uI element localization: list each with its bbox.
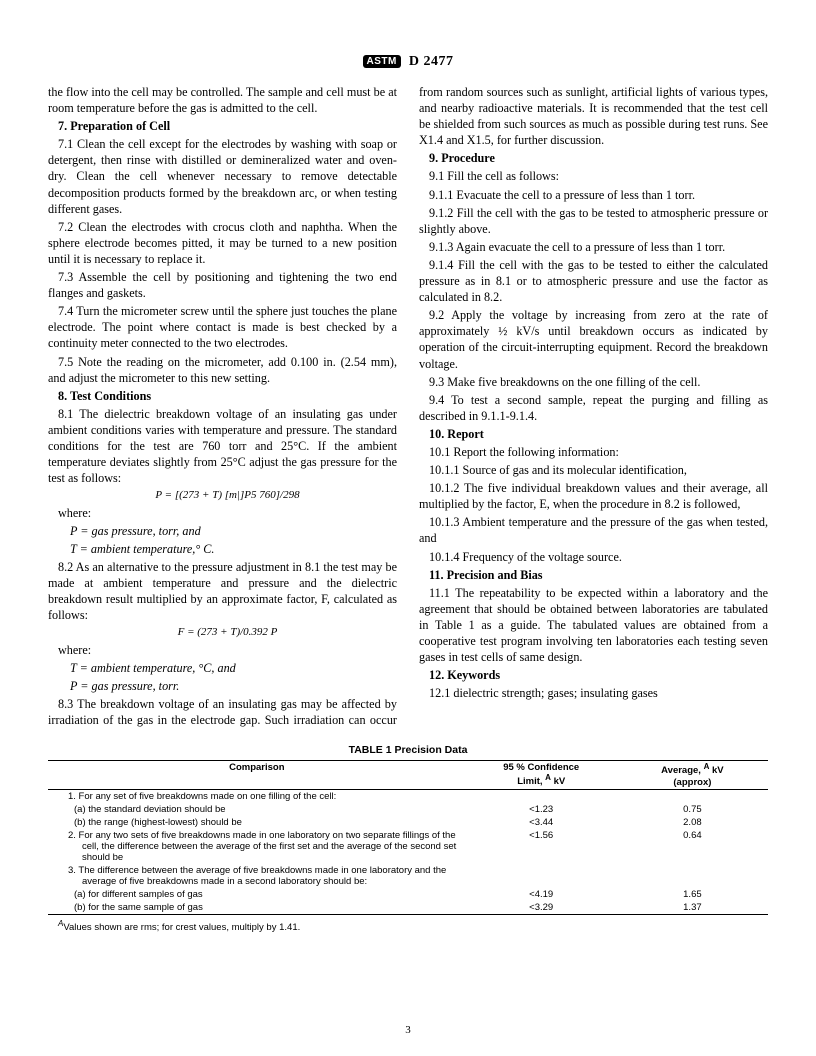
where-2: where:: [48, 642, 397, 658]
where-1: where:: [48, 505, 397, 521]
p-9-3: 9.3 Make five breakdowns on the one fill…: [419, 374, 768, 390]
p-10-1: 10.1 Report the following information:: [419, 444, 768, 460]
p-7-5: 7.5 Note the reading on the micrometer, …: [48, 354, 397, 386]
var-p1: P = gas pressure, torr, and: [48, 523, 397, 539]
page-number: 3: [0, 1024, 816, 1036]
table-row: (b) for the same sample of gas<3.291.37: [48, 901, 768, 915]
footnote-text: Values shown are rms; for crest values, …: [63, 922, 300, 933]
p-8-1: 8.1 The dielectric breakdown voltage of …: [48, 406, 397, 486]
page: ASTM D 2477 the flow into the cell may b…: [0, 0, 816, 1056]
th-conf-line2a: Limit,: [517, 777, 545, 788]
table-row: (b) the range (highest-lowest) should be…: [48, 816, 768, 829]
p-9-1: 9.1 Fill the cell as follows:: [419, 168, 768, 184]
cell-comparison: (b) the range (highest-lowest) should be: [48, 816, 466, 829]
p-8-2: 8.2 As an alternative to the pressure ad…: [48, 559, 397, 623]
var-p2: P = gas pressure, torr.: [48, 678, 397, 694]
th-confidence: 95 % Confidence Limit, A kV: [466, 761, 617, 789]
table-title: TABLE 1 Precision Data: [48, 744, 768, 756]
cell-confidence: <4.19: [466, 888, 617, 901]
p-9-1-4: 9.1.4 Fill the cell with the gas to be t…: [419, 257, 768, 305]
var-t1: T = ambient temperature,° C.: [48, 541, 397, 557]
equation-2: F = (273 + T)/0.392 P: [48, 625, 397, 640]
section-9-head: 9. Procedure: [419, 150, 768, 166]
cell-comparison: 2. For any two sets of five breakdowns m…: [48, 829, 466, 864]
table-row: (a) for different samples of gas<4.191.6…: [48, 888, 768, 901]
p-9-1-3: 9.1.3 Again evacuate the cell to a press…: [419, 239, 768, 255]
section-10-head: 10. Report: [419, 426, 768, 442]
p-9-1-2: 9.1.2 Fill the cell with the gas to be t…: [419, 205, 768, 237]
p-9-1-1: 9.1.1 Evacuate the cell to a pressure of…: [419, 187, 768, 203]
th-avg-line1a: Average,: [661, 766, 703, 777]
intro-continuation: the flow into the cell may be controlled…: [48, 84, 397, 116]
cell-average: 1.65: [617, 888, 768, 901]
th-comparison: Comparison: [48, 761, 466, 789]
p-12-1: 12.1 dielectric strength; gases; insulat…: [419, 685, 768, 701]
p-10-1-4: 10.1.4 Frequency of the voltage source.: [419, 549, 768, 565]
doc-header: ASTM D 2477: [48, 54, 768, 70]
cell-confidence: <3.29: [466, 901, 617, 915]
table-footnote: AValues shown are rms; for crest values,…: [48, 919, 768, 933]
cell-confidence: [466, 864, 617, 888]
p-7-3: 7.3 Assemble the cell by positioning and…: [48, 269, 397, 301]
cell-comparison: (a) the standard deviation should be: [48, 803, 466, 816]
p-9-4: 9.4 To test a second sample, repeat the …: [419, 392, 768, 424]
astm-logo: ASTM: [363, 55, 401, 68]
section-12-head: 12. Keywords: [419, 667, 768, 683]
table-row: 2. For any two sets of five breakdowns m…: [48, 829, 768, 864]
body-columns: the flow into the cell may be controlled…: [48, 84, 768, 728]
cell-comparison: (b) for the same sample of gas: [48, 901, 466, 915]
cell-comparison: 1. For any set of five breakdowns made o…: [48, 789, 466, 803]
cell-average: 1.37: [617, 901, 768, 915]
th-avg-line2: (approx): [673, 777, 711, 788]
cell-average: 0.75: [617, 803, 768, 816]
table-row: (a) the standard deviation should be<1.2…: [48, 803, 768, 816]
section-8-head: 8. Test Conditions: [48, 388, 397, 404]
th-conf-line2b: kV: [551, 777, 565, 788]
p-9-2: 9.2 Apply the voltage by increasing from…: [419, 307, 768, 371]
p-10-1-2: 10.1.2 The five individual breakdown val…: [419, 480, 768, 512]
p-10-1-3: 10.1.3 Ambient temperature and the press…: [419, 514, 768, 546]
section-7-head: 7. Preparation of Cell: [48, 118, 397, 134]
cell-confidence: [466, 789, 617, 803]
p-7-2: 7.2 Clean the electrodes with crocus clo…: [48, 219, 397, 267]
var-t2: T = ambient temperature, °C, and: [48, 660, 397, 676]
cell-average: 2.08: [617, 816, 768, 829]
cell-confidence: <1.23: [466, 803, 617, 816]
p-7-1: 7.1 Clean the cell except for the electr…: [48, 136, 397, 216]
cell-confidence: <1.56: [466, 829, 617, 864]
designation: D 2477: [409, 54, 454, 69]
table-row: 3. The difference between the average of…: [48, 864, 768, 888]
th-conf-line1: 95 % Confidence: [503, 762, 579, 773]
p-7-4: 7.4 Turn the micrometer screw until the …: [48, 303, 397, 351]
cell-comparison: 3. The difference between the average of…: [48, 864, 466, 888]
section-11-head: 11. Precision and Bias: [419, 567, 768, 583]
cell-average: [617, 789, 768, 803]
p-11-1: 11.1 The repeatability to be expected wi…: [419, 585, 768, 665]
equation-1: P = [(273 + T) [m|]P5 760]/298: [48, 488, 397, 503]
table-body: 1. For any set of five breakdowns made o…: [48, 789, 768, 914]
th-average: Average, A kV (approx): [617, 761, 768, 789]
table-row: 1. For any set of five breakdowns made o…: [48, 789, 768, 803]
cell-average: 0.64: [617, 829, 768, 864]
table-1: TABLE 1 Precision Data Comparison 95 % C…: [48, 744, 768, 932]
th-avg-line1b: kV: [709, 766, 723, 777]
cell-confidence: <3.44: [466, 816, 617, 829]
precision-table: Comparison 95 % Confidence Limit, A kV A…: [48, 760, 768, 914]
p-10-1-1: 10.1.1 Source of gas and its molecular i…: [419, 462, 768, 478]
cell-average: [617, 864, 768, 888]
cell-comparison: (a) for different samples of gas: [48, 888, 466, 901]
